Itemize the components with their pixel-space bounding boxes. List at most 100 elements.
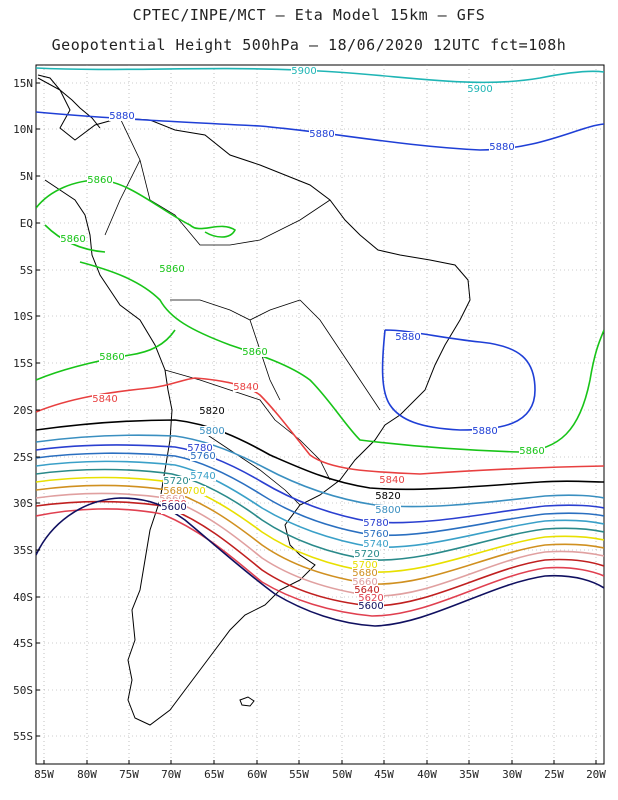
contour-label-5740: 5740 (190, 471, 215, 482)
contour-label-5800: 5800 (375, 505, 400, 516)
contour-label-5840: 5840 (233, 382, 258, 393)
lon-label: 85W (34, 768, 54, 781)
contour-label-5880: 5880 (395, 332, 420, 343)
contour-label-5660: 5660 (352, 577, 377, 588)
lon-label: 35W (459, 768, 479, 781)
contour-label-5860: 5860 (87, 175, 112, 186)
contour-5720 (36, 468, 604, 561)
lat-label: 5S (20, 264, 33, 277)
contour-label-bg (159, 264, 185, 274)
lon-label: 75W (119, 768, 139, 781)
contour-label-5900: 5900 (467, 84, 492, 95)
contour-label-bg (233, 382, 259, 392)
contour-label-bg (363, 529, 389, 539)
lat-label: 10N (13, 123, 33, 136)
contour-label-bg (163, 486, 189, 496)
contour-label-bg (395, 332, 421, 342)
contour-label-5880: 5880 (309, 129, 334, 140)
lon-label: 80W (77, 768, 97, 781)
contour-label-5780: 5780 (187, 443, 212, 454)
contour-label-5860: 5860 (60, 234, 85, 245)
contour-label-5600: 5600 (358, 601, 383, 612)
lat-label: 30S (13, 497, 33, 510)
contour-labels: 5900 5900 5880 5880 5880 5880 5880 5860 5860 5860… (60, 66, 545, 612)
contour-label-bg (190, 451, 216, 461)
lon-label: 40W (417, 768, 437, 781)
contour-label-bg (375, 505, 401, 515)
contour-label-bg (363, 539, 389, 549)
contour-label-5900: 5900 (291, 66, 316, 77)
contour-5600 (36, 497, 604, 627)
contour-label-bg (190, 471, 216, 481)
contour-5800 (36, 434, 604, 508)
lat-label: 45S (13, 637, 33, 650)
contour-label-5800: 5800 (199, 426, 224, 437)
lon-label: 45W (374, 768, 394, 781)
contour-label-bg (60, 234, 86, 244)
contour-label-5720: 5720 (354, 549, 379, 560)
contour-5700 (36, 476, 604, 573)
contour-label-bg (92, 394, 118, 404)
contour-5680 (36, 484, 604, 585)
lon-label: 65W (204, 768, 224, 781)
map-frame (35, 64, 605, 765)
contour-label-bg (472, 426, 498, 436)
contour-label-bg (87, 175, 113, 185)
contour-label-5640: 5640 (354, 585, 379, 596)
lon-label: 25W (544, 768, 564, 781)
contour-label-5860: 5860 (242, 347, 267, 358)
central-america-coastline (37, 74, 101, 129)
title-line-1: CPTEC/INPE/MCT – Eta Model 15km – GFS (132, 6, 486, 24)
contour-5820 (36, 419, 604, 491)
contour-label-bg (352, 577, 378, 587)
contour-label-bg (519, 446, 545, 456)
contour-5760 (36, 452, 604, 537)
contour-5740 (36, 460, 604, 549)
contour-label-5860: 5860 (519, 446, 544, 457)
contour-label-5700: 5700 (180, 486, 205, 497)
contour-label-5860: 5860 (99, 352, 124, 363)
contour-label-bg (358, 593, 384, 603)
contour-label-bg (467, 84, 493, 94)
lat-label: 10S (13, 310, 33, 323)
geopotential-contours (36, 67, 604, 627)
lon-label: 50W (332, 768, 352, 781)
contour-label-bg (291, 66, 317, 76)
title-line-2: Geopotential Height 500hPa – 18/06/2020 … (51, 36, 567, 54)
contour-label-bg (352, 560, 378, 570)
lon-label: 55W (289, 768, 309, 781)
contour-label-bg (163, 476, 189, 486)
contour-label-5880: 5880 (489, 142, 514, 153)
contour-label-5840: 5840 (379, 475, 404, 486)
axis-labels: 15N 10N 5N EQ 5S 10S 15S 20S 25S 30S 35S 40S 45S 50S 5… (13, 77, 606, 781)
lon-label: 30W (502, 768, 522, 781)
contour-label-5820: 5820 (375, 491, 400, 502)
contour-label-5760: 5760 (363, 529, 388, 540)
contour-label-bg (379, 475, 405, 485)
lon-label: 70W (161, 768, 181, 781)
lat-label: 40S (13, 591, 33, 604)
graticule-grid (36, 65, 604, 764)
lat-label: 15S (13, 357, 33, 370)
contour-5840 (36, 377, 604, 475)
contour-5620 (36, 508, 604, 617)
lat-label: 35S (13, 544, 33, 557)
lat-label: 20S (13, 404, 33, 417)
contour-label-bg (199, 406, 225, 416)
coastline-borders (37, 74, 471, 726)
contour-label-5680: 5680 (163, 486, 188, 497)
contour-label-bg (242, 347, 268, 357)
contour-label-5700: 5700 (352, 560, 377, 571)
contour-label-bg (363, 518, 389, 528)
contour-label-bg (375, 491, 401, 501)
contour-label-bg (354, 585, 380, 595)
contour-label-5720: 5720 (163, 476, 188, 487)
contour-label-5740: 5740 (363, 539, 388, 550)
contour-5780 (36, 444, 604, 524)
contour-5900 (36, 67, 604, 84)
contour-label-5680: 5680 (352, 568, 377, 579)
contour-label-5600: 5600 (161, 502, 186, 513)
lat-label: EQ (20, 217, 33, 230)
contour-label-bg (309, 129, 335, 139)
country-borders (104, 117, 381, 506)
